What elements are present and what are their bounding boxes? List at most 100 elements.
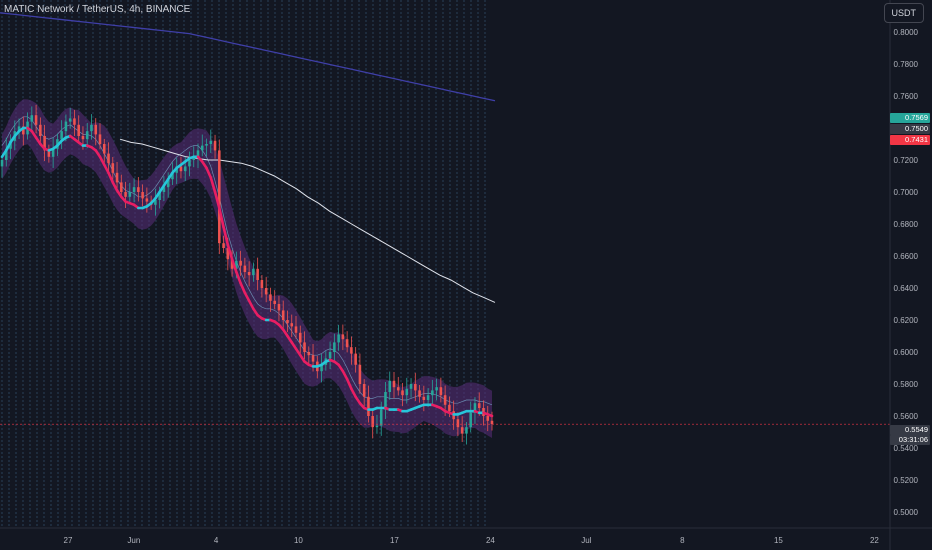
time-tick-label: 4 — [214, 536, 219, 545]
candle-body — [379, 409, 383, 426]
currency-button[interactable]: USDT — [883, 3, 924, 23]
candle-body — [362, 384, 366, 397]
candle-body — [486, 416, 490, 421]
symbol-title[interactable]: MATIC Network / TetherUS, 4h, BINANCE — [4, 4, 191, 15]
price-tick-label: 0.8000 — [894, 28, 919, 37]
candle-body — [333, 342, 336, 352]
candle-body — [77, 124, 80, 136]
hma-segment — [239, 281, 247, 295]
time-axis[interactable]: 27 Jun 4 10 17 24 Jul 8 15 22 — [64, 536, 880, 545]
candle-body — [179, 166, 183, 172]
candle-body — [200, 145, 204, 151]
candle-body — [188, 160, 191, 167]
current-price-label: 0.5549 — [890, 425, 930, 435]
candle-body — [102, 144, 106, 154]
hma-segment — [350, 387, 357, 399]
candle-body — [47, 150, 51, 157]
candle-body — [162, 187, 166, 192]
candle-body — [235, 260, 238, 269]
candle-body — [90, 124, 93, 132]
candle-body — [247, 272, 251, 276]
price-tick-label: 0.6200 — [894, 316, 919, 325]
candle-body — [209, 140, 213, 144]
candle-body — [85, 131, 89, 140]
candle-body — [22, 126, 25, 135]
candle-body — [98, 134, 102, 144]
session-separators — [1, 0, 486, 528]
candle-body — [64, 121, 68, 132]
hull-moving-average — [0, 126, 494, 418]
candle-body — [358, 364, 362, 384]
candle-body — [196, 150, 200, 157]
candle-body — [34, 115, 38, 125]
hma-segment — [98, 155, 106, 167]
candle-body — [277, 304, 281, 311]
candle-body — [490, 420, 494, 424]
hma-segment — [111, 181, 119, 192]
price-tick-label: 0.5200 — [894, 476, 919, 485]
envelope-midline — [1, 116, 493, 406]
candle-body — [68, 118, 72, 122]
candle-body — [298, 332, 302, 343]
sma-blue-line — [0, 12, 496, 102]
candle-body — [94, 124, 98, 135]
candle-body — [141, 192, 144, 199]
candle-body — [30, 115, 34, 122]
candle-body — [111, 163, 115, 173]
candle-body — [409, 384, 413, 389]
candle-body — [388, 380, 392, 392]
candle-body — [218, 150, 221, 244]
candle-body — [307, 352, 311, 356]
candle-body — [281, 310, 285, 320]
hma-segment — [226, 243, 234, 261]
candle-body — [460, 427, 464, 434]
candle-body — [120, 182, 123, 192]
candle-body — [477, 403, 481, 408]
candle-body — [60, 131, 63, 140]
candle-body — [81, 136, 85, 140]
price-tag-upper: 0.7569 — [890, 113, 930, 123]
candle-body — [469, 412, 472, 428]
candle-body — [222, 243, 225, 248]
hma-segment — [345, 377, 353, 391]
candle-body — [439, 387, 443, 396]
candle-body — [350, 347, 353, 354]
candle-body — [435, 387, 438, 391]
time-tick-label: 15 — [774, 536, 783, 545]
hma-segment — [230, 257, 238, 274]
candle-body — [456, 419, 460, 428]
envelope-fill — [2, 99, 492, 438]
candle-body — [17, 126, 21, 132]
candle-body — [132, 187, 136, 192]
candle-body — [303, 342, 306, 352]
candle-body — [367, 396, 370, 416]
candle-body — [473, 403, 477, 413]
bar-countdown: 03:31:06 — [890, 435, 930, 445]
candle-body — [128, 192, 132, 197]
candle-body — [145, 198, 149, 202]
candle-body — [0, 160, 4, 167]
hma-segment — [222, 225, 230, 247]
candle-body — [371, 416, 374, 428]
time-tick-label: 17 — [390, 536, 399, 545]
candle-body — [405, 388, 409, 396]
hma-segment — [213, 190, 221, 210]
hma-segment — [243, 291, 251, 303]
candle-body — [4, 148, 8, 160]
price-tick-label: 0.6000 — [894, 348, 919, 357]
candle-body — [396, 387, 400, 391]
candle-body — [205, 144, 208, 146]
candle-body — [384, 392, 387, 410]
candle-body — [448, 404, 451, 412]
candle-body — [115, 172, 119, 183]
hma-segment — [341, 369, 349, 381]
candle-body — [226, 248, 230, 260]
candle-body — [345, 339, 349, 348]
candle-body — [269, 294, 272, 301]
time-tick-label: Jun — [127, 536, 140, 545]
candle-body — [337, 334, 340, 343]
envelope-band — [1, 99, 493, 438]
candle-body — [252, 268, 255, 276]
